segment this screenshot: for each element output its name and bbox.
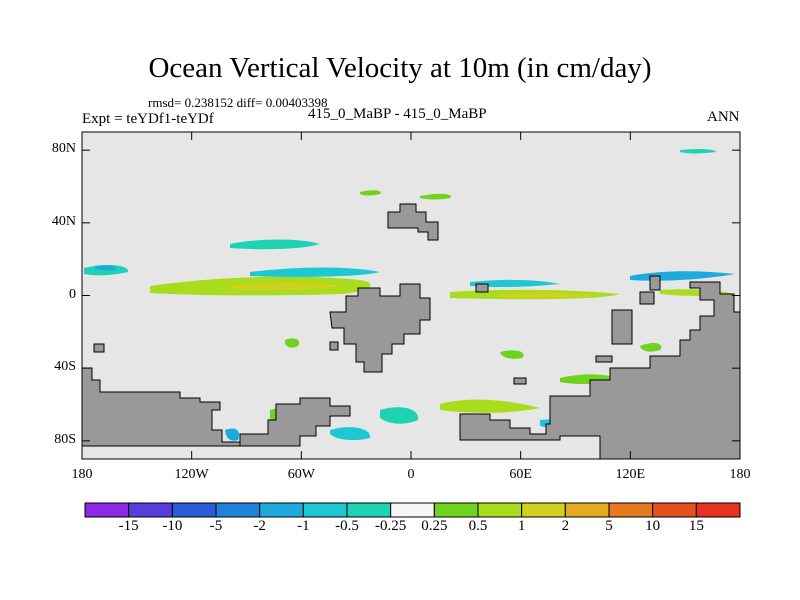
positive-contour [420,193,451,200]
lon-tick-label: 120W [174,467,209,482]
colorbar-label: 10 [645,518,661,534]
rmsd-diff-stats: rmsd= 0.238152 diff= 0.00403398 [148,95,328,110]
land-island [611,309,633,345]
colorbar-label: -0.5 [335,518,359,534]
colorbar-swatch [171,502,217,518]
land-island [649,275,661,291]
colorbar-swatch [215,502,261,518]
positive-contour [500,292,600,298]
lat-tick-label: 80N [51,141,76,157]
colorbar-swatch [521,502,566,518]
experiment-label: Expt = teYDf1-teYDf [82,111,214,127]
negative-contour [230,239,320,250]
lat-tick-label: 0 [69,286,76,302]
colorbar [84,502,741,518]
colorbar-label: -10 [162,518,183,534]
negative-contour [680,148,716,154]
positive-contour [230,283,340,290]
land-island [639,291,655,305]
colorbar-swatch [477,502,523,518]
colorbar-swatch [390,502,435,518]
land-antarctic-east [459,281,741,460]
positive-contour [640,343,662,352]
colorbar-swatch [128,502,173,518]
negative-contour [95,265,117,271]
land-north-atlantic [387,203,439,241]
colorbar-swatch [608,502,654,518]
colorbar-label: -2 [253,518,266,534]
lon-tick-label: 180 [71,467,93,482]
positive-contour [360,190,381,196]
colorbar-swatch [695,502,741,518]
case-comparison-label: 415_0_MaBP - 415_0_MaBP [308,106,487,122]
land-island [513,377,527,385]
colorbar-swatch [652,502,697,518]
land-island [93,343,105,353]
colorbar-swatch [433,502,479,518]
axis-ticks [81,132,741,459]
lon-tick-label: 120E [615,467,646,482]
colorbar-label: 2 [561,518,570,534]
colorbar-swatch [84,502,130,518]
lat-tick-label: 80S [54,431,76,447]
negative-contour [330,427,371,441]
colorbar-label: -5 [209,518,223,534]
lon-tick-label: 60E [509,467,532,482]
lat-tick-label: 40N [51,213,76,229]
colorbar-label: -15 [118,518,139,534]
negative-contour [470,279,560,288]
negative-contour [225,428,240,441]
colorbar-swatch [346,502,392,518]
colorbar-swatch [302,502,348,518]
land-antarctic-center [239,397,351,447]
land-south-america [329,283,431,373]
colorbar-swatch [259,502,304,518]
negative-contour [250,267,380,277]
negative-contour [380,407,419,424]
lon-tick-label: 60W [287,467,315,482]
positive-contour [440,399,540,413]
lon-tick-label: 0 [407,467,415,482]
colorbar-label: 15 [688,518,704,534]
land-island [475,283,489,293]
colorbar-label: -1 [297,518,310,534]
lon-tick-label: 180 [729,467,751,482]
colorbar-label: -0.25 [375,518,407,534]
map-plot-area [81,131,741,460]
colorbar-label: 0.5 [468,518,488,534]
lat-tick-label: 40S [54,359,76,375]
land-island [595,355,613,363]
colorbar-swatch [564,502,610,518]
season-label: ANN [707,109,740,125]
colorbar-label: 1 [517,518,526,534]
map-title: Ocean Vertical Velocity at 10m (in cm/da… [148,52,652,84]
colorbar-label: 5 [605,518,613,534]
colorbar-label: 0.25 [421,518,448,534]
positive-contour [500,350,524,359]
land-masses [81,203,741,460]
positive-contour [284,338,300,348]
land-island [329,341,339,351]
